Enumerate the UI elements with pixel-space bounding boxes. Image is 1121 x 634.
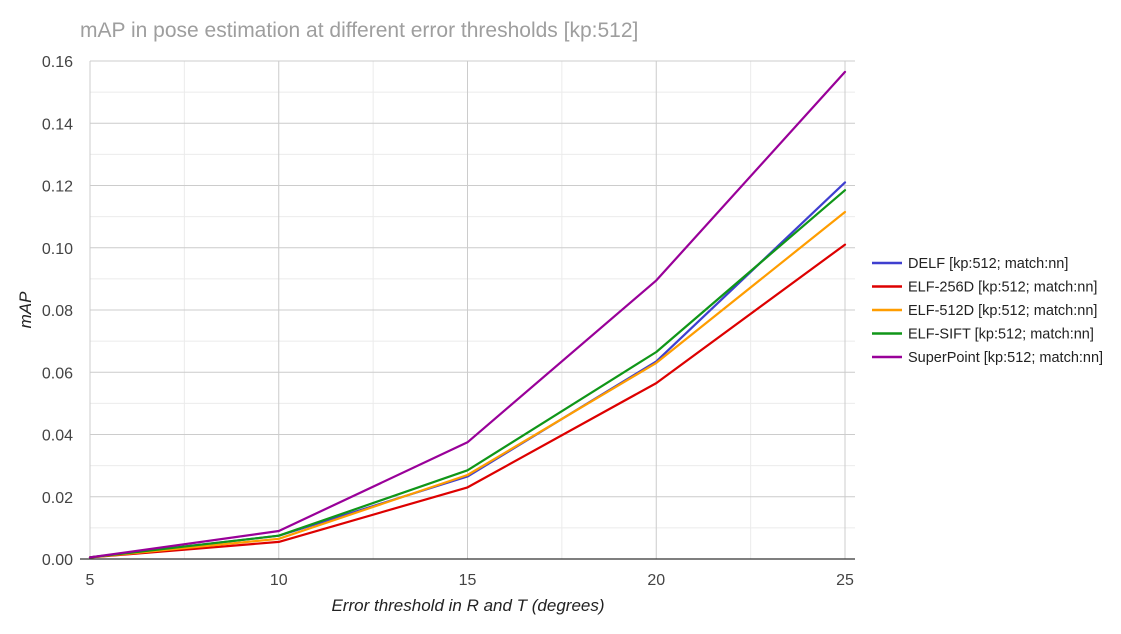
legend-label: DELF [kp:512; match:nn]: [908, 256, 1068, 272]
legend-label: ELF-512D [kp:512; match:nn]: [908, 303, 1097, 319]
y-tick-label: 0.04: [42, 428, 73, 445]
chart-title: mAP in pose estimation at different erro…: [80, 19, 638, 42]
x-tick-label: 10: [270, 572, 288, 589]
legend-label: ELF-256D [kp:512; match:nn]: [908, 280, 1097, 296]
series-line: [88, 210, 847, 559]
y-axis-title: mAP: [16, 291, 35, 329]
x-axis-tick-labels: 5 10 15 20 25: [86, 572, 854, 589]
y-tick-label: 0.08: [42, 303, 73, 320]
series-line: [88, 189, 847, 559]
chart-legend: DELF [kp:512; match:nn] ELF-256D [kp:512;…: [872, 256, 1103, 366]
legend-label: ELF-SIFT [kp:512; match:nn]: [908, 327, 1094, 343]
y-tick-label: 0.14: [42, 116, 73, 133]
x-axis-title: Error threshold in R and T (degrees): [331, 596, 604, 615]
y-tick-label: 0.12: [42, 179, 73, 196]
x-tick-label: 5: [86, 572, 95, 589]
y-tick-label: 0.10: [42, 241, 73, 258]
series-line: [88, 243, 847, 559]
y-tick-label: 0.16: [42, 54, 73, 71]
x-tick-label: 15: [459, 572, 477, 589]
series-line: [88, 70, 847, 559]
y-tick-label: 0.02: [42, 490, 73, 507]
y-axis-tick-labels: 0.00 0.02 0.04 0.06 0.08 0.10 0.12 0.14 0.16: [42, 54, 73, 569]
y-tick-label: 0.06: [42, 365, 73, 382]
x-tick-label: 20: [647, 572, 665, 589]
chart-grid: [80, 60, 855, 560]
series-lines: [88, 70, 847, 559]
y-tick-label: 0.00: [42, 552, 73, 569]
legend-label: SuperPoint [kp:512; match:nn]: [908, 350, 1103, 366]
x-tick-label: 25: [836, 572, 854, 589]
